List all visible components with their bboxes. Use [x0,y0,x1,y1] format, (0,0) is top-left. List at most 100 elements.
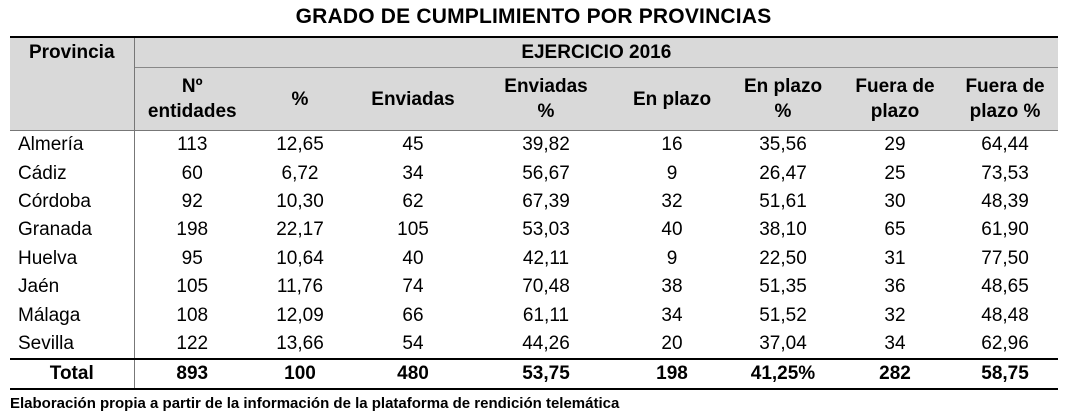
value-cell: 44,26 [522,332,570,354]
value-cell: 62 [402,190,424,212]
value-cell: 92 [181,190,203,212]
value-cell: 22,17 [276,219,324,241]
value-cell: 48,65 [981,276,1029,298]
province-cell: Huelva [10,244,135,273]
value-cell: 11,76 [276,276,324,298]
column-header: En plazo [616,67,728,131]
value-cell: 38,10 [759,219,807,241]
value-cell: 51,35 [759,276,807,298]
value-cell: 38 [661,276,683,298]
value-cell: 6,72 [281,162,319,184]
value-cell: 16 [616,130,728,160]
province-cell: Granada [10,216,135,245]
value-cell: 42,11 [522,247,570,269]
value-cell: 67,39 [522,190,570,212]
column-header: % [250,67,350,131]
value-cell: 40 [402,247,424,269]
total-value-cell: 41,25% [728,358,838,391]
total-label-cell: Total [10,358,135,391]
value-cell: 65 [884,219,906,241]
table-row: Sevilla 122 13,66 54 44,26 20 37,04 34 62,96 [10,329,1058,360]
value-cell: 62,96 [981,332,1029,354]
total-row: Total 893 100 480 53,75 198 41,25% 282 58,75 [10,358,1059,391]
value-cell: 35,56 [728,130,838,160]
province-column-header: Provincia [10,36,135,131]
value-cell: 9 [666,247,678,269]
table-row: Málaga 108 12,09 66 61,11 34 51,52 32 48,48 [10,301,1058,330]
value-cell: 29 [838,130,952,160]
column-header-line1: Enviadas [371,88,455,110]
value-cell: 36 [884,276,906,298]
table-row: Cádiz 60 6,72 34 56,67 9 26,47 25 73,53 [10,159,1058,188]
value-cell: 54 [402,332,424,354]
column-header-line1: En plazo [743,76,823,97]
table-row: Almería 113 12,65 45 39,82 16 35,56 29 64,44 [10,130,1059,160]
column-header: Fuera de plazo % [952,67,1059,131]
province-cell: Jaén [10,272,135,302]
value-cell: 34 [402,162,424,184]
total-value-cell: 100 [250,358,350,391]
value-cell: 51,61 [759,190,807,212]
column-header-line1: Enviadas [504,76,588,97]
value-cell: 122 [176,332,209,354]
value-cell: 34 [884,332,906,354]
value-cell: 9 [666,162,678,184]
value-cell: 53,03 [522,219,570,241]
value-cell: 39,82 [476,130,616,160]
column-header-line1: Nº [181,76,203,97]
value-cell: 198 [176,219,209,241]
province-cell: Sevilla [10,329,135,360]
value-cell: 26,47 [759,162,807,184]
column-header-line1: En plazo [632,88,712,110]
table-title: GRADO DE CUMPLIMIENTO POR PROVINCIAS [295,5,772,28]
column-header-line1: % [291,88,309,110]
value-cell: 45 [350,130,476,160]
value-cell: 48,39 [981,190,1029,212]
value-cell: 10,30 [276,190,324,212]
value-cell: 113 [134,130,250,160]
total-value-cell: 893 [134,358,250,391]
value-cell: 77,50 [981,247,1029,269]
value-cell: 74 [402,276,424,298]
value-cell: 73,53 [981,162,1029,184]
value-cell: 108 [176,304,209,326]
value-cell: 22,50 [759,247,807,269]
value-cell: 40 [661,219,683,241]
column-header-line2: % [537,101,555,122]
value-cell: 105 [397,219,429,241]
column-header: Enviadas [350,67,476,131]
value-cell: 34 [661,304,683,326]
table-row: Córdoba 92 10,30 62 67,39 32 51,61 30 48,39 [10,187,1058,217]
column-header: Enviadas% [476,67,616,131]
value-cell: 48,48 [981,304,1029,326]
table-row: Huelva 95 10,64 40 42,11 9 22,50 31 77,50 [10,244,1058,273]
province-cell: Almería [10,130,135,160]
province-cell: Córdoba [10,187,135,217]
value-cell: 61,11 [522,304,570,326]
value-cell: 70,48 [522,276,570,298]
column-header-line1: Fuera de [965,76,1045,97]
value-cell: 95 [181,247,203,269]
value-cell: 37,04 [759,332,807,354]
value-cell: 12,09 [276,304,324,326]
total-value-cell: 53,75 [476,358,616,391]
column-header: En plazo% [728,67,838,131]
footnote: Elaboración propia a partir de la inform… [10,395,620,412]
value-cell: 61,90 [981,219,1029,241]
value-cell: 12,65 [250,130,350,160]
value-cell: 51,52 [759,304,807,326]
total-value-cell: 282 [838,358,952,391]
value-cell: 25 [884,162,906,184]
column-header-line1: Fuera de [855,76,935,97]
value-cell: 32 [661,190,683,212]
column-header-line2: plazo % [969,101,1041,122]
column-header-line2: % [774,101,792,122]
value-cell: 56,67 [522,162,570,184]
total-value-cell: 480 [350,358,476,391]
column-header: Fuera de plazo [838,67,952,131]
total-value-cell: 198 [616,358,728,391]
province-cell: Cádiz [10,159,135,188]
table-row: Granada 198 22,17 105 53,03 40 38,10 65 61,90 [10,216,1058,245]
value-cell: 10,64 [276,247,324,269]
total-value-cell: 58,75 [952,358,1059,391]
